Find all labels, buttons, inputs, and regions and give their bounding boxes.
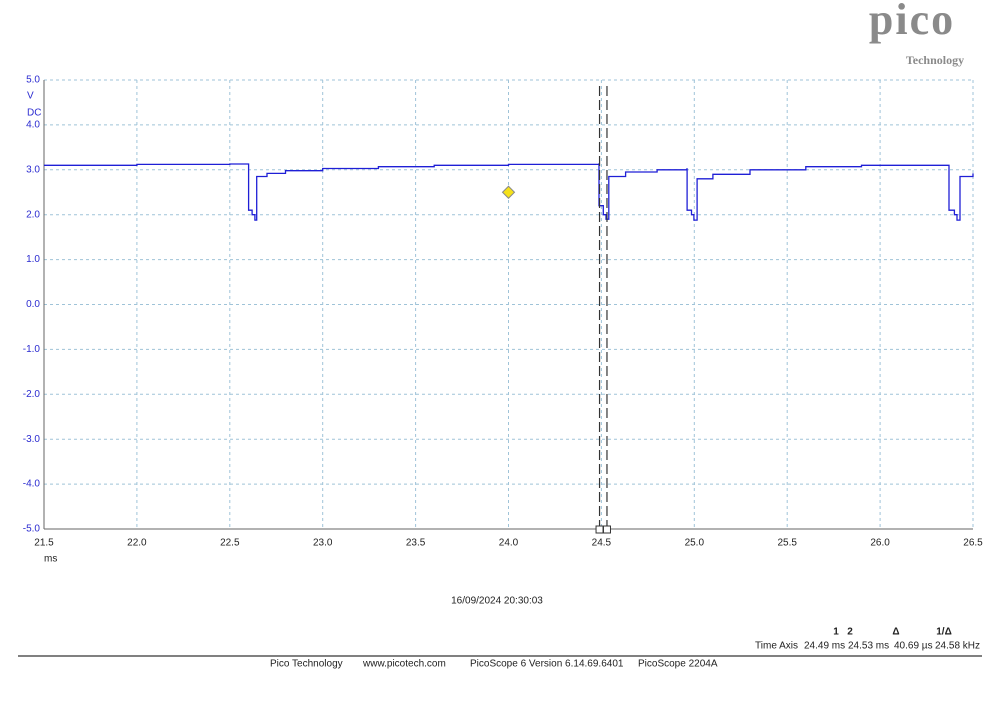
- measurement-value: 24.58 kHz: [935, 641, 980, 652]
- trigger-marker: [501, 185, 516, 199]
- y-tick-label: 2.0: [26, 209, 40, 220]
- brand-subtitle: Technology: [906, 53, 964, 67]
- cursor-handle: [595, 525, 604, 534]
- x-tick-label: 24.5: [592, 538, 612, 549]
- y-tick-label: 1.0: [26, 254, 40, 265]
- coupling: DC: [27, 108, 41, 119]
- y-tick-label: -1.0: [23, 344, 41, 355]
- measurement-value: 24.49 ms: [804, 641, 845, 652]
- measurement-value: 24.53 ms: [848, 641, 889, 652]
- measurement-header: Δ: [892, 627, 899, 638]
- cursor-handle: [602, 525, 611, 534]
- x-tick-label: 24.0: [499, 538, 519, 549]
- footer-text: PicoScope 2204A: [638, 659, 718, 670]
- footer-text: www.picotech.com: [362, 659, 446, 670]
- x-tick-label: 26.0: [870, 538, 890, 549]
- timestamp: 16/09/2024 20:30:03: [451, 596, 543, 607]
- measurement-value: 40.69 µs: [894, 641, 933, 652]
- x-tick-label: 25.5: [777, 538, 797, 549]
- footer-text: Pico Technology: [270, 659, 343, 670]
- y-tick-label: 3.0: [26, 164, 40, 175]
- x-tick-label: 26.5: [963, 538, 983, 549]
- x-unit: ms: [44, 554, 57, 565]
- y-tick-label: 4.0: [26, 120, 40, 131]
- y-unit: V: [27, 91, 34, 102]
- x-tick-label: 21.5: [34, 538, 54, 549]
- x-tick-label: 25.0: [685, 538, 705, 549]
- x-tick-label: 23.0: [313, 538, 333, 549]
- x-tick-label: 22.5: [220, 538, 240, 549]
- y-tick-label: -5.0: [23, 524, 41, 535]
- measurement-header: 2: [847, 627, 853, 638]
- measurement-row-label: Time Axis: [755, 641, 798, 652]
- footer-text: PicoScope 6 Version 6.14.69.6401: [470, 659, 624, 670]
- x-tick-label: 23.5: [406, 538, 426, 549]
- measurement-header: 1/Δ: [936, 627, 952, 638]
- y-tick-label: 5.0: [26, 75, 40, 86]
- waveform: [44, 163, 974, 221]
- y-tick-label: -3.0: [23, 434, 41, 445]
- x-tick-label: 22.0: [127, 538, 147, 549]
- y-tick-label: -2.0: [23, 389, 41, 400]
- brand-logo: pico: [869, 0, 955, 44]
- measurement-header: 1: [833, 627, 839, 638]
- y-tick-label: 0.0: [26, 299, 40, 310]
- y-tick-label: -4.0: [23, 479, 41, 490]
